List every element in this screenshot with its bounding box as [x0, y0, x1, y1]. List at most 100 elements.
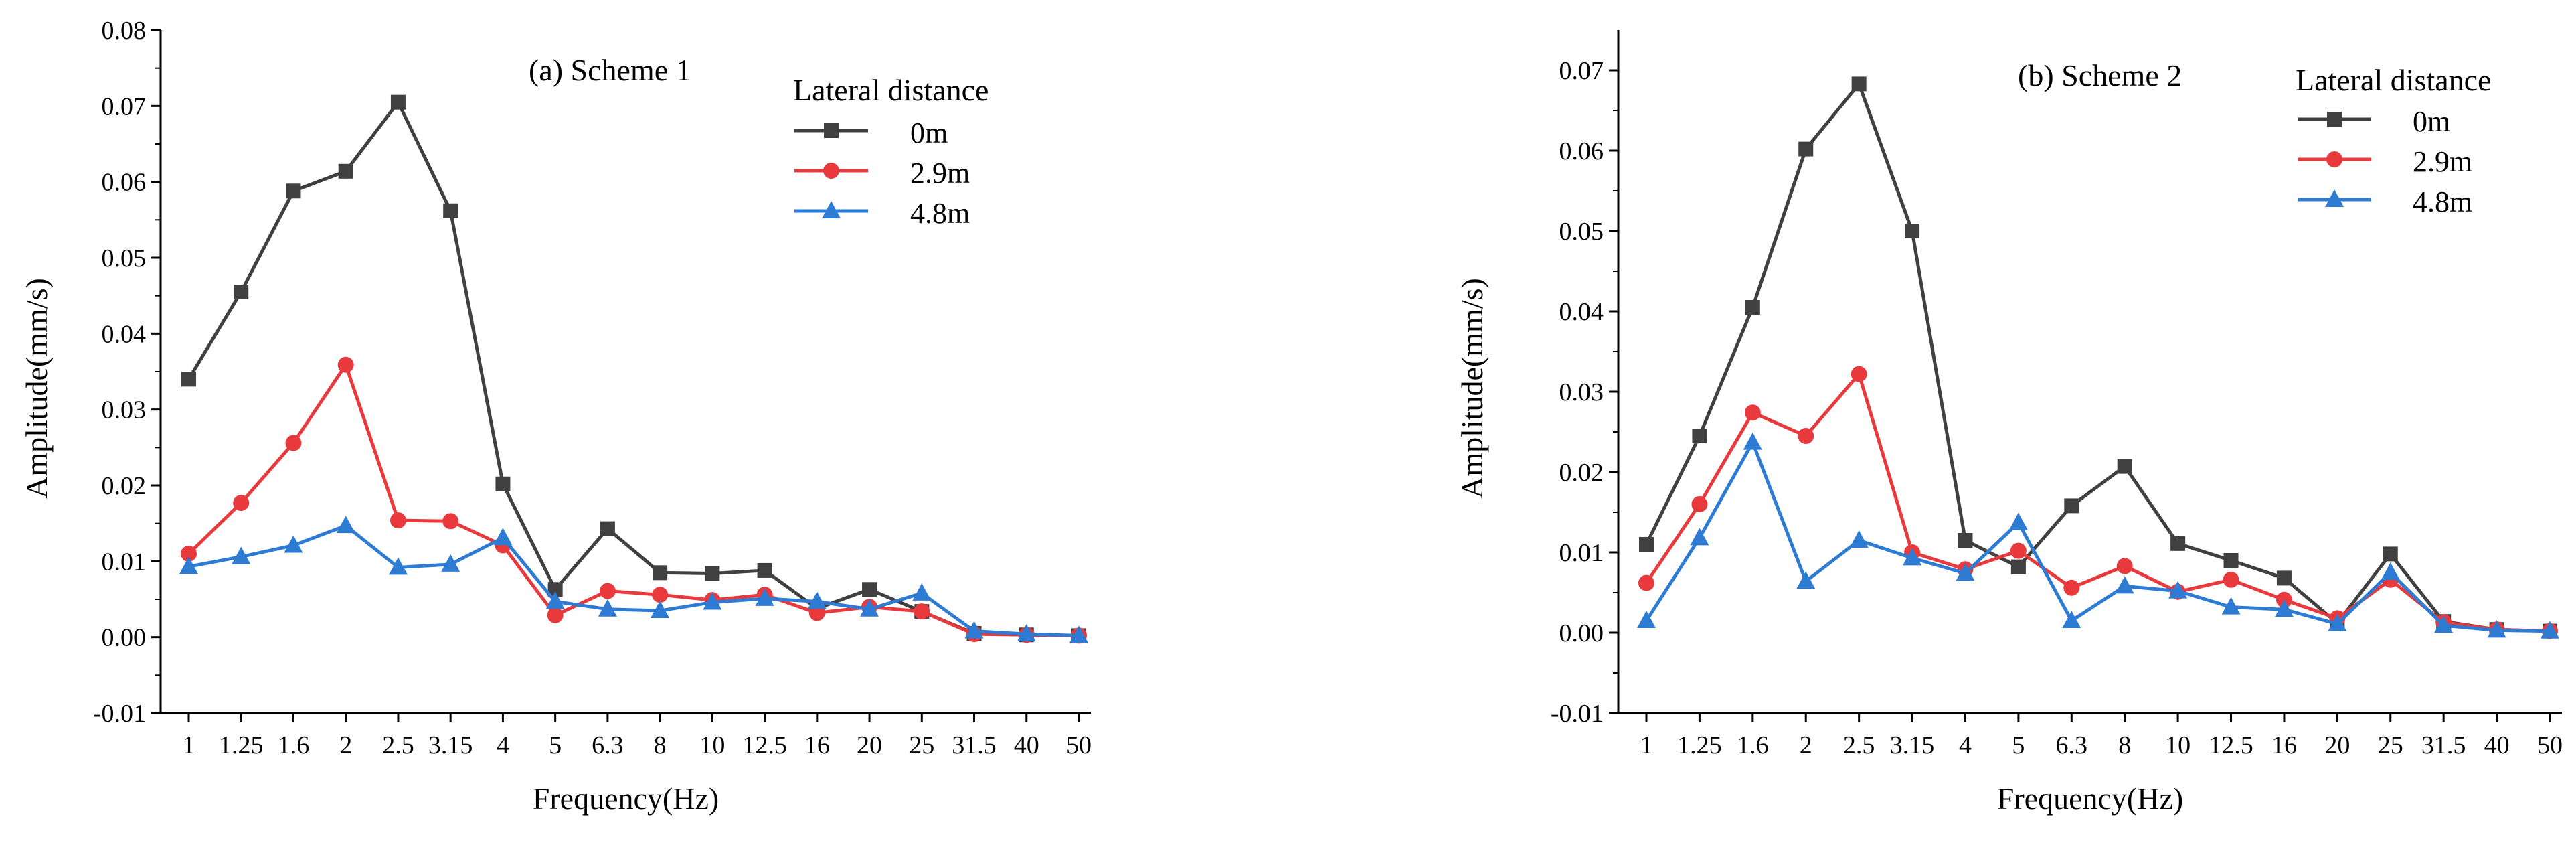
legend-marker-2-9m: [2326, 151, 2342, 167]
data-point-4-8m: [545, 591, 565, 609]
x-tick-label: 5: [2012, 731, 2025, 759]
x-tick-label: 16: [804, 731, 830, 759]
data-point-0m: [862, 582, 877, 597]
data-point-0m: [2064, 498, 2079, 514]
y-tick-label: -0.01: [1551, 700, 1604, 728]
data-point-4-8m: [2328, 613, 2347, 631]
chart-title: (a) Scheme 1: [529, 53, 691, 87]
y-tick-label: 0.04: [102, 320, 147, 348]
data-point-0m: [1905, 224, 1920, 238]
x-tick-label: 8: [654, 731, 667, 759]
data-point-4-8m: [2541, 621, 2559, 639]
legend-label-0m: 0m: [910, 117, 948, 149]
data-point-4-8m: [336, 516, 355, 534]
y-tick-label: 0.05: [102, 244, 147, 273]
data-point-0m: [1851, 76, 1867, 92]
x-tick-label: 10: [699, 731, 725, 759]
series-4-8m: [179, 516, 1088, 643]
legend-item-4-8m: [794, 201, 868, 218]
y-tick-label: 0.03: [1559, 378, 1604, 406]
data-point-0m: [2117, 459, 2132, 474]
data-point-4-8m: [2221, 597, 2241, 615]
y-tick-label: 0.08: [102, 17, 147, 45]
series-line-0m: [1644, 82, 2551, 633]
data-point-0m: [757, 562, 772, 578]
data-point-0m: [286, 183, 301, 199]
x-tick-label: 1.6: [278, 731, 310, 759]
data-point-0m: [600, 521, 615, 536]
data-point-2-9m: [1744, 404, 1761, 421]
data-point-4-8m: [1903, 548, 1922, 566]
data-point-4-8m: [912, 583, 932, 601]
data-point-2-9m: [1798, 428, 1814, 444]
legend: 0m 2.9m 4.8m: [910, 117, 970, 230]
data-point-0m: [1958, 533, 1973, 548]
x-tick-label: 6.3: [2056, 731, 2088, 759]
x-tick-label: 3.15: [428, 731, 473, 759]
y-tick-label: 0.07: [102, 92, 147, 121]
data-point-4-8m: [2274, 599, 2294, 617]
data-point-4-8m: [493, 528, 513, 546]
series-line-2-9m: [187, 363, 1080, 637]
x-tick-label: 2.5: [1843, 731, 1875, 759]
data-point-0m: [705, 566, 720, 581]
legend-marker-0m: [2327, 112, 2342, 127]
data-point-4-8m: [179, 556, 198, 574]
data-point-0m: [234, 285, 249, 299]
y-tick-label: 0.00: [102, 624, 147, 652]
data-point-2-9m: [1638, 574, 1654, 591]
legend-marker-0m: [824, 123, 839, 138]
data-point-4-8m: [2008, 512, 2028, 530]
data-point-4-8m: [755, 588, 774, 606]
x-tick-label: 31.5: [2421, 731, 2466, 759]
data-point-2-9m: [285, 435, 302, 451]
data-point-2-9m: [1851, 366, 1867, 382]
y-tick-label: 0.06: [1559, 137, 1604, 165]
data-point-0m: [2276, 570, 2292, 586]
data-point-4-8m: [1637, 611, 1656, 628]
data-point-0m: [181, 372, 196, 387]
data-point-2-9m: [2116, 558, 2133, 574]
data-point-4-8m: [2168, 581, 2188, 599]
data-point-2-9m: [337, 356, 354, 373]
legend-title: Lateral distance: [2296, 63, 2491, 97]
y-tick-label: 0.07: [1559, 57, 1604, 85]
series-2-9m: [181, 356, 1087, 644]
legend-marker-2-9m: [823, 163, 839, 179]
x-tick-label: 3.15: [1890, 731, 1935, 759]
data-point-4-8m: [598, 599, 617, 617]
data-point-4-8m: [2115, 576, 2134, 594]
y-axis-title: Amplitude(mm/s): [1455, 278, 1489, 499]
data-point-0m: [1745, 300, 1760, 315]
x-tick-label: 4: [497, 731, 509, 759]
data-point-2-9m: [1691, 496, 1708, 512]
legend-item-0m: [794, 123, 868, 138]
x-tick-label: 5: [549, 731, 562, 759]
data-point-0m: [2170, 536, 2186, 551]
data-point-4-8m: [1017, 624, 1036, 642]
data-point-2-9m: [2223, 571, 2239, 588]
chart-panel-scheme-2: (b) Scheme 2 Frequency(Hz) Amplitude(mm/…: [1455, 30, 2563, 816]
legend-item-2-9m: [794, 163, 868, 179]
data-point-2-9m: [547, 607, 564, 623]
x-tick-label: 2: [339, 731, 352, 759]
y-tick-label: 0.03: [102, 396, 147, 425]
x-tick-label: 20: [2324, 731, 2350, 759]
data-point-2-9m: [599, 583, 616, 599]
data-point-2-9m: [442, 513, 459, 530]
data-point-4-8m: [388, 557, 408, 575]
x-tick-label: 8: [2118, 731, 2131, 759]
data-point-0m: [390, 94, 406, 110]
legend-item-2-9m: [2298, 151, 2371, 167]
x-tick-label: 1: [183, 731, 195, 759]
legend: 0m 2.9m 4.8m: [2413, 105, 2472, 218]
data-point-4-8m: [2434, 615, 2454, 633]
data-point-4-8m: [1849, 530, 1869, 548]
data-point-2-9m: [233, 495, 250, 512]
data-point-4-8m: [2487, 620, 2506, 638]
x-tick-label: 10: [2165, 731, 2191, 759]
legend-label-4-8m: 4.8m: [2413, 185, 2472, 218]
data-point-0m: [1798, 141, 1814, 157]
x-tick-label: 1.25: [219, 731, 264, 759]
legend-label-0m: 0m: [2413, 105, 2450, 138]
